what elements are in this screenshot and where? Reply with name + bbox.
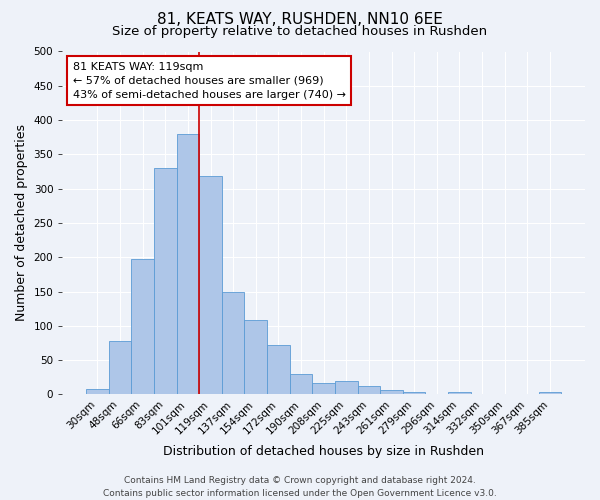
- Bar: [109, 341, 131, 394]
- Text: Contains HM Land Registry data © Crown copyright and database right 2024.
Contai: Contains HM Land Registry data © Crown c…: [103, 476, 497, 498]
- Bar: [539, 392, 561, 394]
- Text: 81 KEATS WAY: 119sqm
← 57% of detached houses are smaller (969)
43% of semi-deta: 81 KEATS WAY: 119sqm ← 57% of detached h…: [73, 62, 346, 100]
- Bar: [131, 260, 154, 394]
- Bar: [403, 392, 425, 394]
- X-axis label: Distribution of detached houses by size in Rushden: Distribution of detached houses by size …: [163, 444, 484, 458]
- Bar: [448, 392, 471, 394]
- Bar: [335, 380, 358, 394]
- Bar: [313, 383, 335, 394]
- Bar: [267, 345, 290, 395]
- Bar: [244, 320, 267, 394]
- Bar: [176, 134, 199, 394]
- Bar: [154, 168, 176, 394]
- Bar: [222, 292, 244, 395]
- Text: Size of property relative to detached houses in Rushden: Size of property relative to detached ho…: [112, 25, 488, 38]
- Bar: [86, 389, 109, 394]
- Bar: [290, 374, 313, 394]
- Bar: [199, 176, 222, 394]
- Text: 81, KEATS WAY, RUSHDEN, NN10 6EE: 81, KEATS WAY, RUSHDEN, NN10 6EE: [157, 12, 443, 28]
- Y-axis label: Number of detached properties: Number of detached properties: [15, 124, 28, 322]
- Bar: [358, 386, 380, 394]
- Bar: [380, 390, 403, 394]
